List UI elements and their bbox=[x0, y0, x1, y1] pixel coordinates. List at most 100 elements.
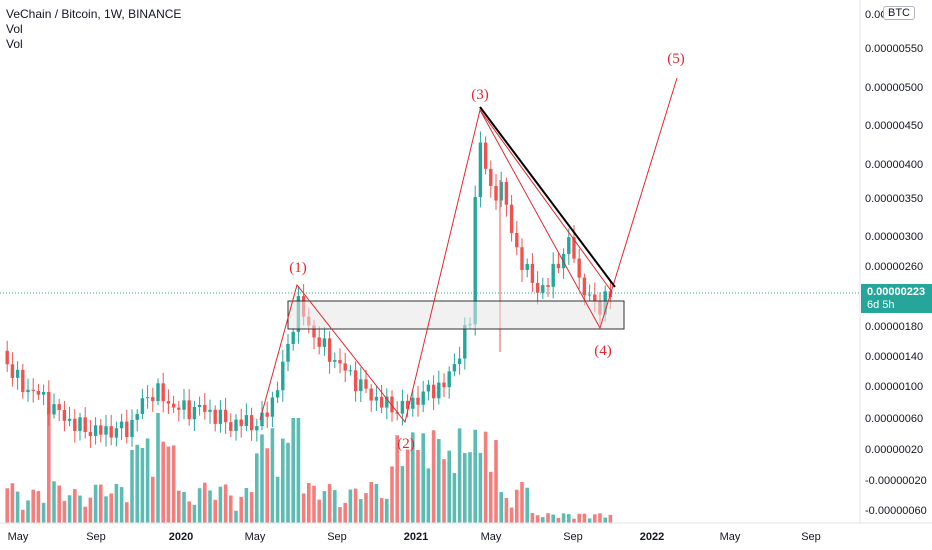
volume-bar bbox=[447, 450, 451, 523]
support-zone bbox=[287, 300, 625, 330]
volume-bar bbox=[197, 488, 202, 523]
x-tick-label: 2022 bbox=[640, 531, 664, 543]
vol-indicator-1[interactable]: Vol bbox=[6, 22, 23, 36]
volume-bar bbox=[151, 476, 155, 523]
volume-bar bbox=[468, 452, 472, 523]
volume-bar bbox=[489, 471, 493, 523]
candle-body bbox=[348, 370, 353, 372]
candle-body bbox=[374, 396, 379, 401]
candle-body bbox=[421, 391, 425, 405]
candle-body bbox=[62, 409, 67, 421]
candle-body bbox=[161, 383, 165, 402]
volume-bar bbox=[125, 502, 129, 523]
volume-bar bbox=[83, 506, 87, 523]
candle-body bbox=[119, 421, 124, 429]
volume-bar bbox=[327, 484, 332, 523]
volume-bar bbox=[270, 428, 275, 523]
candle-body bbox=[551, 263, 555, 287]
volume-bar bbox=[291, 418, 295, 523]
candle-body bbox=[218, 409, 223, 424]
volume-bar bbox=[541, 517, 545, 523]
vol-indicator-2[interactable]: Vol bbox=[6, 37, 23, 51]
candlesticks bbox=[5, 131, 613, 448]
volume-bar bbox=[296, 418, 301, 523]
volume-bar bbox=[546, 513, 550, 523]
candle-body bbox=[15, 369, 20, 378]
x-tick-label: May bbox=[481, 531, 502, 543]
volume-bar bbox=[41, 502, 46, 523]
time-axis: May Sep 2020 May Sep 2021 May Sep 2022 May Sep bbox=[8, 531, 821, 543]
volume-bar bbox=[551, 514, 555, 523]
volume-bar bbox=[483, 431, 488, 523]
candle-body bbox=[520, 247, 524, 270]
volume-bar bbox=[5, 488, 9, 523]
volume-bar bbox=[561, 513, 566, 523]
candle-body bbox=[26, 389, 30, 393]
volume-bar bbox=[395, 435, 399, 523]
candle-body bbox=[577, 258, 581, 278]
candle-body bbox=[509, 204, 514, 234]
descending-trendline bbox=[479, 106, 616, 288]
y-tick-label: 0.00000180 bbox=[865, 321, 923, 333]
volume-bar bbox=[421, 433, 425, 523]
volume-bar bbox=[10, 483, 15, 523]
candle-body bbox=[338, 360, 342, 364]
candle-body bbox=[275, 390, 280, 398]
candle-body bbox=[317, 337, 321, 347]
candle-body bbox=[567, 237, 571, 254]
candle-body bbox=[99, 425, 103, 435]
volume-bar bbox=[275, 476, 280, 523]
candle-body bbox=[166, 401, 171, 404]
candle-body bbox=[379, 396, 384, 408]
candle-body bbox=[223, 409, 228, 423]
candle-body bbox=[52, 404, 56, 415]
wave-label-2: (2) bbox=[397, 436, 415, 452]
candle-body bbox=[281, 361, 285, 391]
candle-body bbox=[192, 406, 197, 420]
currency-badge[interactable]: BTC bbox=[883, 6, 915, 20]
volume-bar bbox=[213, 499, 217, 523]
y-tick-label-top: 0.0C bbox=[865, 9, 888, 21]
y-tick-label: 0.00000550 bbox=[865, 43, 923, 55]
candle-body bbox=[322, 338, 327, 347]
y-tick-label: 0.00000060 bbox=[865, 413, 923, 425]
volume-bar bbox=[452, 473, 457, 523]
volume-bar bbox=[598, 513, 602, 523]
candle-body bbox=[478, 142, 483, 198]
volume-bar bbox=[187, 501, 191, 523]
volume-bar bbox=[322, 491, 327, 523]
candle-body bbox=[499, 181, 503, 201]
volume-bar bbox=[171, 445, 176, 523]
volume-bar bbox=[192, 504, 197, 523]
volume-bar bbox=[463, 453, 467, 523]
volume-bar bbox=[140, 447, 145, 523]
volume-bar bbox=[390, 466, 394, 523]
volume-bar bbox=[338, 507, 342, 523]
candle-body bbox=[463, 325, 467, 359]
x-tick-label: Sep bbox=[86, 531, 106, 543]
y-tick-label: 0.00000500 bbox=[865, 82, 923, 94]
candle-body bbox=[286, 343, 290, 362]
wave-label-3: (3) bbox=[471, 87, 489, 103]
volume-bar bbox=[203, 482, 207, 523]
volume-bar bbox=[312, 485, 316, 523]
candle-body bbox=[197, 404, 202, 407]
current-price-value: 0.00000223 bbox=[867, 286, 926, 298]
candle-body bbox=[291, 331, 295, 344]
volume-bar bbox=[109, 493, 113, 523]
volume-bar bbox=[52, 481, 56, 523]
candle-body bbox=[93, 425, 98, 436]
x-tick-label: Sep bbox=[327, 531, 347, 543]
candle-body bbox=[437, 382, 441, 399]
volume-bar bbox=[431, 430, 436, 523]
candle-body bbox=[343, 363, 347, 371]
volume-bar bbox=[104, 496, 108, 523]
y-tick-label: 0.00000100 bbox=[865, 381, 923, 393]
y-tick-label: 0.00000140 bbox=[865, 351, 923, 363]
candle-body bbox=[442, 382, 446, 388]
volume-bar bbox=[67, 495, 72, 523]
candle-body bbox=[369, 388, 373, 401]
volume-bar bbox=[416, 450, 420, 523]
volume-bar bbox=[567, 514, 571, 523]
